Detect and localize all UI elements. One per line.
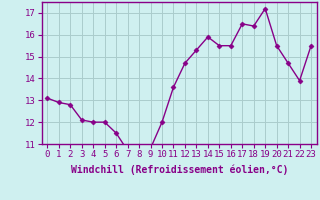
X-axis label: Windchill (Refroidissement éolien,°C): Windchill (Refroidissement éolien,°C) [70,164,288,175]
